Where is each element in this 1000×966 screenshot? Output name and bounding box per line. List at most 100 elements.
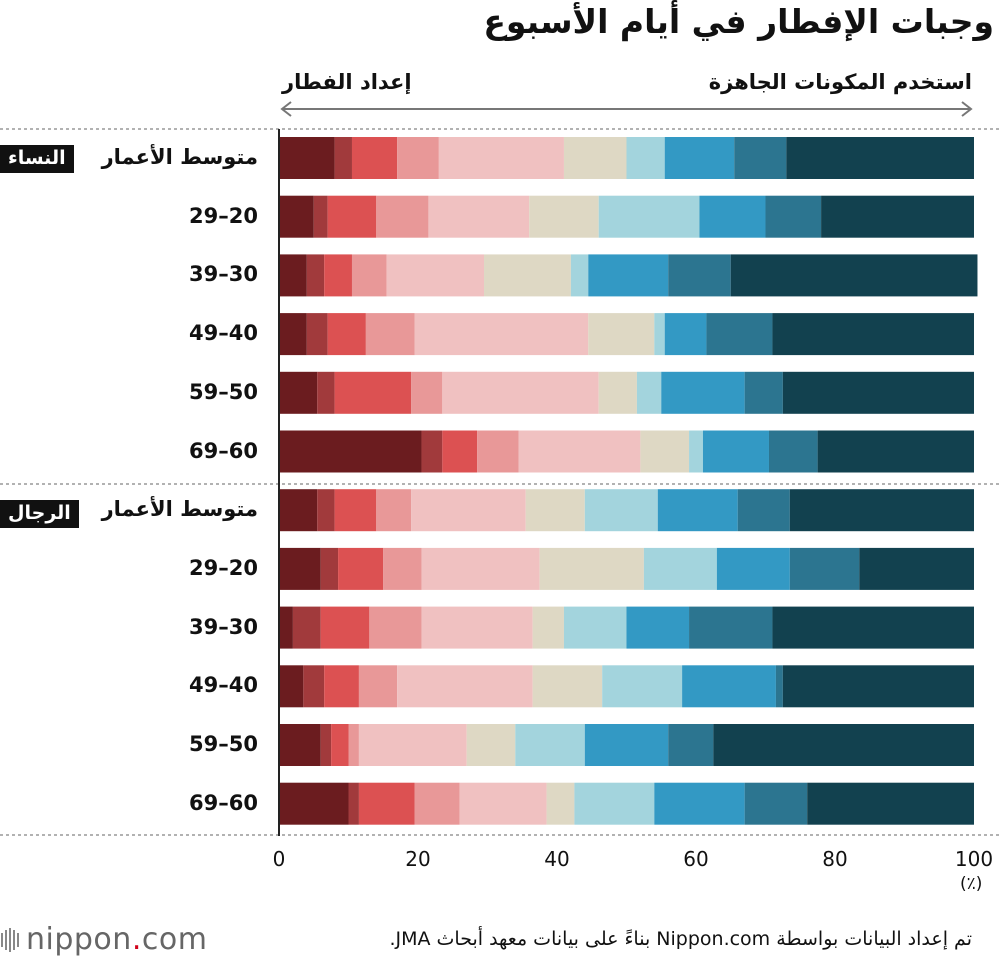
logo-bars-icon: [1, 928, 19, 952]
logo-suffix: com: [141, 922, 208, 957]
bar-segment: [421, 430, 443, 473]
unit-label: (٪): [960, 874, 983, 894]
row-label: 30–39: [189, 262, 258, 287]
bar-segment: [324, 254, 352, 297]
bar-segment: [442, 430, 478, 473]
bar-segment: [654, 782, 745, 825]
bar-segment: [327, 313, 366, 356]
bar-segment: [279, 195, 314, 238]
x-tick-label: 100: [955, 847, 993, 871]
bar-segment: [358, 782, 415, 825]
bar-segment: [734, 137, 787, 179]
row-label: 50–59: [189, 732, 258, 756]
bar-segment: [657, 489, 738, 532]
bar-segment: [442, 371, 599, 414]
bar-segment: [789, 547, 860, 590]
bar-segment: [636, 371, 662, 414]
bar-segment: [365, 313, 415, 356]
bar-segment: [279, 313, 307, 356]
direction-label-home-made: إعداد الفطار: [282, 70, 412, 94]
bar-segment: [317, 489, 335, 532]
bar-segment: [772, 313, 974, 356]
bar-segment: [584, 489, 658, 532]
bar-segment: [661, 371, 745, 414]
bar-segment: [730, 254, 978, 297]
bar-segment: [383, 547, 422, 590]
bar-segment: [411, 489, 526, 532]
bar-segment: [317, 371, 335, 414]
bar-segment: [664, 313, 707, 356]
bar-segment: [279, 430, 422, 473]
bar-segment: [279, 371, 318, 414]
bar-segment: [348, 724, 359, 766]
bar-segment: [351, 254, 387, 297]
bar-segment: [459, 782, 547, 825]
bar-segment: [397, 665, 533, 708]
row-label: 30–39: [189, 614, 258, 639]
bar-segment: [331, 724, 349, 766]
bar-segment: [292, 606, 321, 649]
group-badge-women: النساء: [0, 145, 74, 173]
bar-segment: [306, 313, 328, 356]
bar-segment: [397, 137, 439, 179]
bar-segment: [421, 606, 533, 649]
bar-segment: [421, 547, 540, 590]
bar-segment: [279, 547, 321, 590]
logo-dot: .: [131, 922, 142, 957]
bar-segment: [546, 782, 575, 825]
bar-segment: [303, 665, 325, 708]
bar-segment: [438, 137, 564, 179]
x-tick-label: 60: [683, 847, 708, 871]
bar-segment: [821, 195, 974, 238]
bar-segment: [689, 606, 773, 649]
chart-title: وجبات الإفطار في أيام الأسبوع: [483, 2, 994, 41]
bar-segment: [348, 782, 359, 825]
bar-segment: [279, 254, 307, 297]
bar-segment: [640, 430, 690, 473]
bar-segment: [706, 313, 773, 356]
bar-segment: [626, 137, 665, 179]
bar-segment: [768, 430, 818, 473]
bar-segment: [807, 782, 974, 825]
bar-segment: [525, 489, 585, 532]
bar-segment: [782, 665, 974, 708]
bar-segment: [358, 724, 467, 766]
bar-segment: [376, 195, 429, 238]
bar-segment: [477, 430, 519, 473]
bar-segment: [744, 371, 783, 414]
bar-segment: [320, 606, 370, 649]
bar-segment: [320, 547, 339, 590]
bar-segment: [786, 137, 974, 179]
nippon-logo: nippon.com: [0, 922, 207, 957]
bar-segment: [279, 489, 318, 532]
bar-segment: [279, 665, 304, 708]
bar-segment: [682, 665, 776, 708]
bar-segment: [744, 782, 808, 825]
bar-segment: [279, 782, 349, 825]
x-tick-label: 40: [544, 847, 569, 871]
bar-segment: [859, 547, 974, 590]
row-label: 50–59: [189, 379, 258, 404]
bar-segment: [668, 724, 714, 766]
row-label: 20–29: [189, 555, 258, 580]
bar-segment: [737, 489, 790, 532]
bar-segment: [626, 606, 690, 649]
bar-segment: [602, 665, 683, 708]
bar-segment: [668, 254, 731, 297]
bar-segment: [386, 254, 485, 297]
bar-segment: [327, 195, 377, 238]
bar-segment: [334, 137, 352, 179]
bar-segment: [518, 430, 641, 473]
bar-segment: [598, 195, 700, 238]
bar-segment: [775, 665, 783, 708]
bar-segment: [515, 724, 585, 766]
x-tick-label: 80: [822, 847, 847, 871]
bar-segment: [334, 371, 412, 414]
bar-segment: [817, 430, 974, 473]
bar-segment: [313, 195, 328, 238]
direction-label-ready-made: استخدم المكونات الجاهزة: [708, 70, 972, 94]
bar-segment: [532, 665, 603, 708]
bar-segment: [772, 606, 974, 649]
bar-segment: [428, 195, 530, 238]
